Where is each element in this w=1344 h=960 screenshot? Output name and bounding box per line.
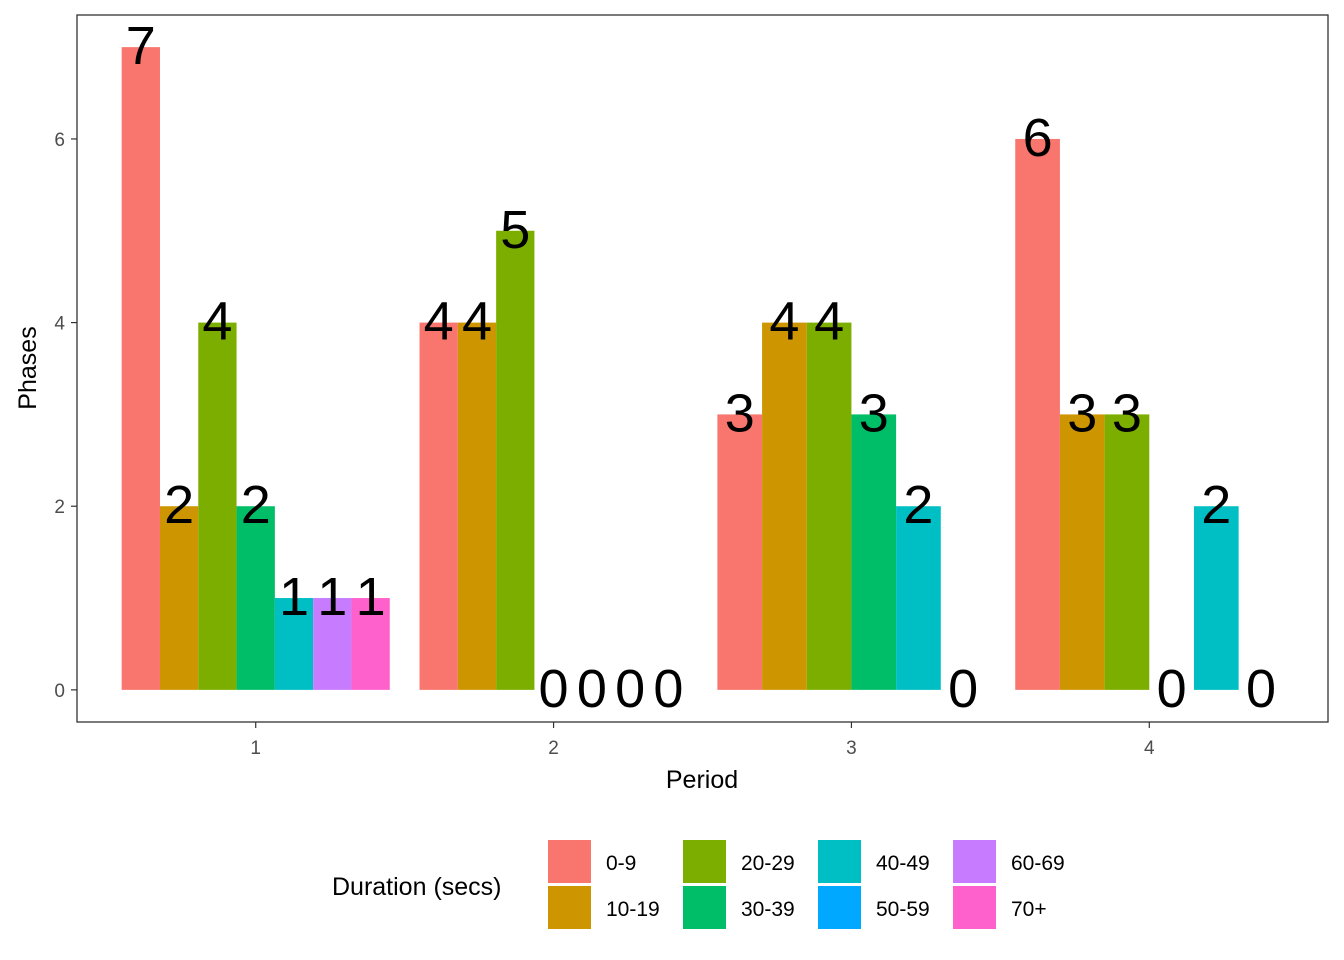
bar-3-30-39 bbox=[851, 414, 897, 690]
bars bbox=[121, 47, 1239, 690]
legend-label: 70+ bbox=[1011, 898, 1047, 921]
legend-key-50-59 bbox=[818, 886, 861, 929]
bar-value-label: 1 bbox=[317, 567, 347, 627]
legend-key-20-29 bbox=[683, 840, 726, 883]
legend-key-10-19 bbox=[548, 886, 591, 929]
legend-label: 10-19 bbox=[606, 898, 660, 921]
x-tick-label: 3 bbox=[846, 738, 857, 759]
plot-area bbox=[76, 14, 1329, 723]
legend-label: 30-39 bbox=[741, 898, 795, 921]
y-axis-title: Phases bbox=[14, 326, 42, 409]
bar-2-10-19 bbox=[457, 322, 497, 690]
y-tick-label: 0 bbox=[54, 681, 65, 702]
bar-2-20-29 bbox=[496, 230, 535, 690]
legend: Duration (secs) 0-9 10-19 20-29 30-39 40-49 5… bbox=[332, 840, 1065, 929]
bar-value-label: 5 bbox=[500, 200, 530, 260]
bar-value-label: 0 bbox=[948, 659, 978, 719]
legend-label: 20-29 bbox=[741, 852, 795, 875]
bar-1-60-69 bbox=[313, 598, 352, 690]
bar-4-40-49 bbox=[1193, 506, 1239, 690]
legend-title: Duration (secs) bbox=[332, 873, 502, 901]
bar-value-label: 7 bbox=[126, 16, 156, 76]
y-tick-label: 4 bbox=[54, 314, 65, 335]
bar-1-20-29 bbox=[198, 322, 237, 690]
bar-value-label: 0 bbox=[1157, 659, 1187, 719]
x-tick-label: 4 bbox=[1144, 738, 1155, 759]
bar-3-40-49 bbox=[896, 506, 941, 690]
bar-value-label: 2 bbox=[164, 475, 194, 535]
x-tick-label: 2 bbox=[548, 738, 559, 759]
legend-key-60-69 bbox=[953, 840, 996, 883]
legend-key-30-39 bbox=[683, 886, 726, 929]
legend-key-0-9 bbox=[548, 840, 591, 883]
bar-4-20-29 bbox=[1104, 414, 1150, 690]
legend-label: 40-49 bbox=[876, 852, 930, 875]
bar-value-label: 4 bbox=[202, 292, 232, 352]
bar-1-40-49 bbox=[274, 598, 314, 690]
bar-1-10-19 bbox=[159, 506, 199, 690]
bar-value-label: 1 bbox=[356, 567, 386, 627]
bar-1-0-9 bbox=[121, 47, 160, 690]
bar-value-label: 3 bbox=[1112, 383, 1142, 443]
legend-label: 60-69 bbox=[1011, 852, 1065, 875]
bar-value-label: 0 bbox=[539, 659, 569, 719]
panel-border bbox=[76, 14, 1329, 723]
bar-4-0-9 bbox=[1015, 138, 1060, 690]
bar-value-label: 0 bbox=[653, 659, 683, 719]
bar-value-label: 4 bbox=[814, 292, 844, 352]
bar-value-label: 4 bbox=[769, 292, 799, 352]
bar-3-10-19 bbox=[762, 322, 807, 690]
bar-value-label: 3 bbox=[725, 383, 755, 443]
bar-value-label: 0 bbox=[1246, 659, 1276, 719]
bar-4-10-19 bbox=[1059, 414, 1105, 690]
bar-1-70+ bbox=[351, 598, 390, 690]
bar-value-label: 6 bbox=[1023, 108, 1053, 168]
bar-value-label: 0 bbox=[577, 659, 607, 719]
bar-value-label: 0 bbox=[615, 659, 645, 719]
legend-label: 50-59 bbox=[876, 898, 930, 921]
x-axis-title: Period bbox=[666, 766, 738, 794]
y-tick-label: 6 bbox=[54, 130, 65, 151]
legend-key-70+ bbox=[953, 886, 996, 929]
bar-1-30-39 bbox=[236, 506, 275, 690]
bar-value-label: 4 bbox=[424, 292, 454, 352]
bar-value-label: 2 bbox=[1201, 475, 1231, 535]
bar-value-label: 2 bbox=[241, 475, 271, 535]
legend-label: 0-9 bbox=[606, 852, 636, 875]
bar-2-0-9 bbox=[419, 322, 458, 690]
bar-value-label: 4 bbox=[462, 292, 492, 352]
bar-value-label: 1 bbox=[279, 567, 309, 627]
x-tick-label: 1 bbox=[250, 738, 261, 759]
bar-value-label: 3 bbox=[1067, 383, 1097, 443]
y-tick-label: 2 bbox=[54, 497, 65, 518]
legend-key-40-49 bbox=[818, 840, 861, 883]
bar-3-20-29 bbox=[806, 322, 852, 690]
bar-value-label: 3 bbox=[859, 383, 889, 443]
bar-value-label: 2 bbox=[903, 475, 933, 535]
bar-3-0-9 bbox=[717, 414, 763, 690]
